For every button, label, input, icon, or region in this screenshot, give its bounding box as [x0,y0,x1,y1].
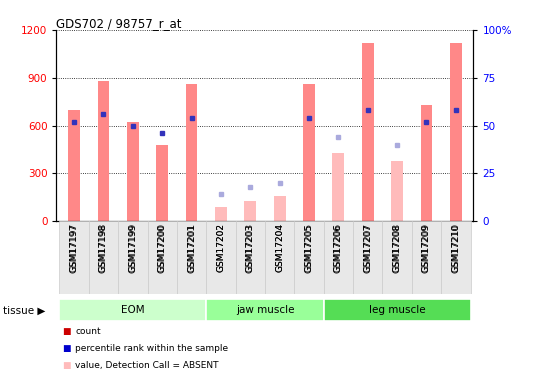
Text: GSM17203: GSM17203 [246,223,255,272]
Text: GSM17205: GSM17205 [305,223,314,272]
Text: jaw muscle: jaw muscle [236,305,294,315]
Text: percentile rank within the sample: percentile rank within the sample [75,344,229,353]
Text: GSM17210: GSM17210 [451,224,461,273]
Text: GSM17207: GSM17207 [363,224,372,273]
Text: GSM17200: GSM17200 [158,224,167,273]
Text: GSM17199: GSM17199 [129,224,137,273]
Text: GSM17202: GSM17202 [216,224,225,273]
Text: GSM17198: GSM17198 [99,223,108,272]
Text: GSM17198: GSM17198 [99,224,108,273]
Text: GSM17197: GSM17197 [69,223,79,272]
Bar [383,221,412,294]
Bar [89,221,118,294]
Text: ■: ■ [62,327,70,336]
Text: GSM17197: GSM17197 [69,224,79,273]
Text: GSM17201: GSM17201 [187,224,196,273]
Bar [324,299,471,321]
Bar [324,221,353,294]
Text: GSM17208: GSM17208 [393,223,401,272]
Bar [186,84,197,221]
Bar [68,110,80,221]
Text: GDS702 / 98757_r_at: GDS702 / 98757_r_at [56,17,182,30]
Text: GSM17204: GSM17204 [275,224,284,273]
Text: GSM17201: GSM17201 [187,223,196,272]
Text: GSM17209: GSM17209 [422,223,431,272]
Bar [215,207,227,221]
Text: GSM17204: GSM17204 [275,223,284,272]
Text: ■: ■ [62,361,70,370]
Bar [421,105,433,221]
Text: tissue ▶: tissue ▶ [3,306,45,315]
Bar [274,196,286,221]
Text: value, Detection Call = ABSENT: value, Detection Call = ABSENT [75,361,219,370]
Bar [236,221,265,294]
Bar [303,84,315,221]
Bar [147,221,177,294]
Text: GSM17205: GSM17205 [305,224,314,273]
Bar [412,221,441,294]
Bar [59,299,206,321]
Bar [177,221,206,294]
Text: count: count [75,327,101,336]
Bar [127,122,139,221]
Text: GSM17208: GSM17208 [393,224,401,273]
Bar [244,201,256,221]
Bar [206,221,236,294]
Bar [206,299,324,321]
Bar [294,221,324,294]
Text: GSM17200: GSM17200 [158,223,167,272]
Bar [441,221,471,294]
Text: ■: ■ [62,344,70,353]
Bar [391,160,403,221]
Text: GSM17206: GSM17206 [334,224,343,273]
Bar [353,221,383,294]
Text: GSM17209: GSM17209 [422,224,431,273]
Bar [118,221,147,294]
Bar [265,221,294,294]
Text: GSM17203: GSM17203 [246,224,255,273]
Text: GSM17206: GSM17206 [334,223,343,272]
Bar [59,221,89,294]
Bar [332,153,344,221]
Text: leg muscle: leg muscle [369,305,426,315]
Bar [362,43,373,221]
Text: GSM17207: GSM17207 [363,223,372,272]
Text: GSM17210: GSM17210 [451,223,461,272]
Text: EOM: EOM [121,305,145,315]
Text: GSM17199: GSM17199 [129,223,137,272]
Bar [97,81,109,221]
Text: GSM17202: GSM17202 [216,223,225,272]
Bar [450,43,462,221]
Bar [157,145,168,221]
